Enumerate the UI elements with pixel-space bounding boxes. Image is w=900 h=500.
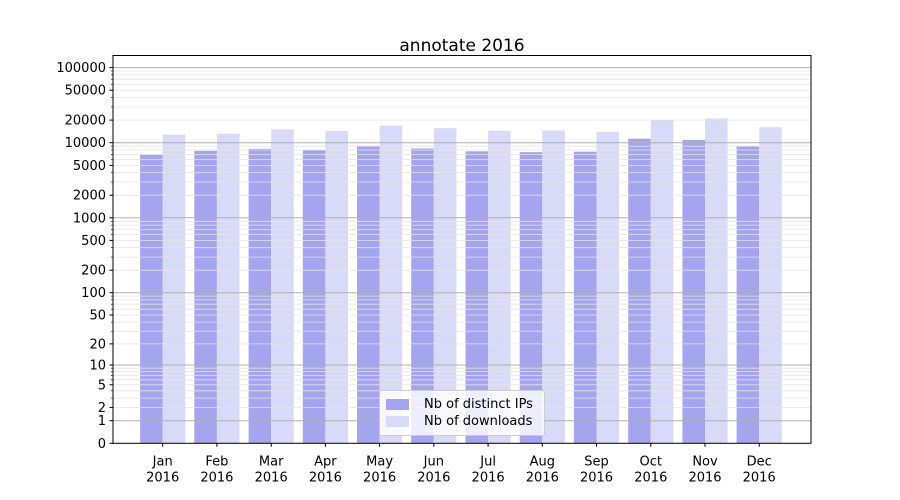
legend: Nb of distinct IPs Nb of downloads <box>379 390 545 436</box>
x-tick-label-year: 2016 <box>580 471 613 486</box>
bar-downloads-apr <box>325 131 348 444</box>
x-tick-label-month: Jun <box>423 455 444 470</box>
bar-downloads-nov <box>705 118 728 444</box>
chart-title: annotate 2016 <box>399 36 525 56</box>
x-tick-label-year: 2016 <box>200 471 233 486</box>
x-tick-label-month: Dec <box>747 455 772 470</box>
y-tick-label: 50000 <box>65 84 106 99</box>
y-tick-label: 20000 <box>65 114 106 129</box>
x-tick-label-year: 2016 <box>363 471 396 486</box>
bar-downloads-sep <box>596 131 620 444</box>
x-tick-label-month: Aug <box>530 455 555 470</box>
x-tick-label-year: 2016 <box>417 471 450 486</box>
bar-distinct-ips-feb <box>194 150 217 444</box>
x-tick-label-year: 2016 <box>526 471 559 486</box>
bar-distinct-ips-nov <box>682 139 705 444</box>
x-tick-label-month: Sep <box>584 455 609 470</box>
x-tick-label-month: Apr <box>314 455 337 470</box>
x-tick-label-year: 2016 <box>743 471 776 486</box>
legend-item-downloads: Nb of downloads <box>386 413 536 430</box>
y-tick-label: 10000 <box>65 136 106 151</box>
bar-downloads-dec <box>759 127 782 444</box>
bar-downloads-oct <box>650 120 674 444</box>
x-tick-label-year: 2016 <box>688 471 721 486</box>
bar-downloads-may <box>379 125 403 444</box>
y-tick-label: 200 <box>81 264 106 279</box>
legend-label: Nb of downloads <box>424 414 533 429</box>
x-tick-label-year: 2016 <box>472 471 505 486</box>
bar-distinct-ips-may <box>357 145 380 444</box>
x-tick-label-month: Jul <box>479 455 496 470</box>
x-tick-label-month: Jan <box>152 455 173 470</box>
bar-downloads-mar <box>271 129 294 444</box>
x-tick-label-month: Oct <box>640 455 662 470</box>
y-tick-label: 50 <box>89 309 106 324</box>
y-tick-label: 1 <box>98 414 106 429</box>
legend-swatch <box>386 399 409 410</box>
y-tick-label: 5000 <box>73 159 106 174</box>
bar-downloads-feb <box>216 133 240 444</box>
x-tick-label-year: 2016 <box>309 471 342 486</box>
bar-downloads-aug <box>542 130 565 444</box>
bar-distinct-ips-dec <box>736 146 760 444</box>
bar-distinct-ips-jul <box>465 151 489 444</box>
bar-distinct-ips-jan <box>140 154 163 444</box>
x-tick-label-year: 2016 <box>634 471 667 486</box>
y-tick-label: 500 <box>81 234 106 249</box>
bar-downloads-jan <box>162 134 186 444</box>
bar-distinct-ips-apr <box>302 150 326 444</box>
x-tick-label-month: Mar <box>259 455 284 470</box>
y-tick-label: 20 <box>89 337 106 352</box>
y-tick-label: 5 <box>98 378 106 393</box>
legend-item-distinct-ips: Nb of distinct IPs <box>386 396 536 413</box>
y-tick-label: 10 <box>89 359 106 374</box>
x-tick-label-month: May <box>366 455 393 470</box>
x-tick-label-year: 2016 <box>255 471 288 486</box>
x-tick-label-month: Nov <box>692 455 718 470</box>
legend-swatch <box>386 416 409 427</box>
y-tick-label: 2000 <box>73 189 106 204</box>
x-tick-label-month: Feb <box>205 455 228 470</box>
x-tick-label-year: 2016 <box>146 471 179 486</box>
y-tick-label: 0 <box>98 437 106 452</box>
bar-distinct-ips-sep <box>573 151 597 444</box>
y-tick-label: 2 <box>98 401 106 416</box>
y-tick-label: 100000 <box>56 61 106 76</box>
legend-label: Nb of distinct IPs <box>424 397 533 412</box>
y-tick-label: 1000 <box>73 211 106 226</box>
y-tick-label: 100 <box>81 286 106 301</box>
bar-distinct-ips-oct <box>628 138 651 444</box>
plot-border <box>112 55 812 444</box>
